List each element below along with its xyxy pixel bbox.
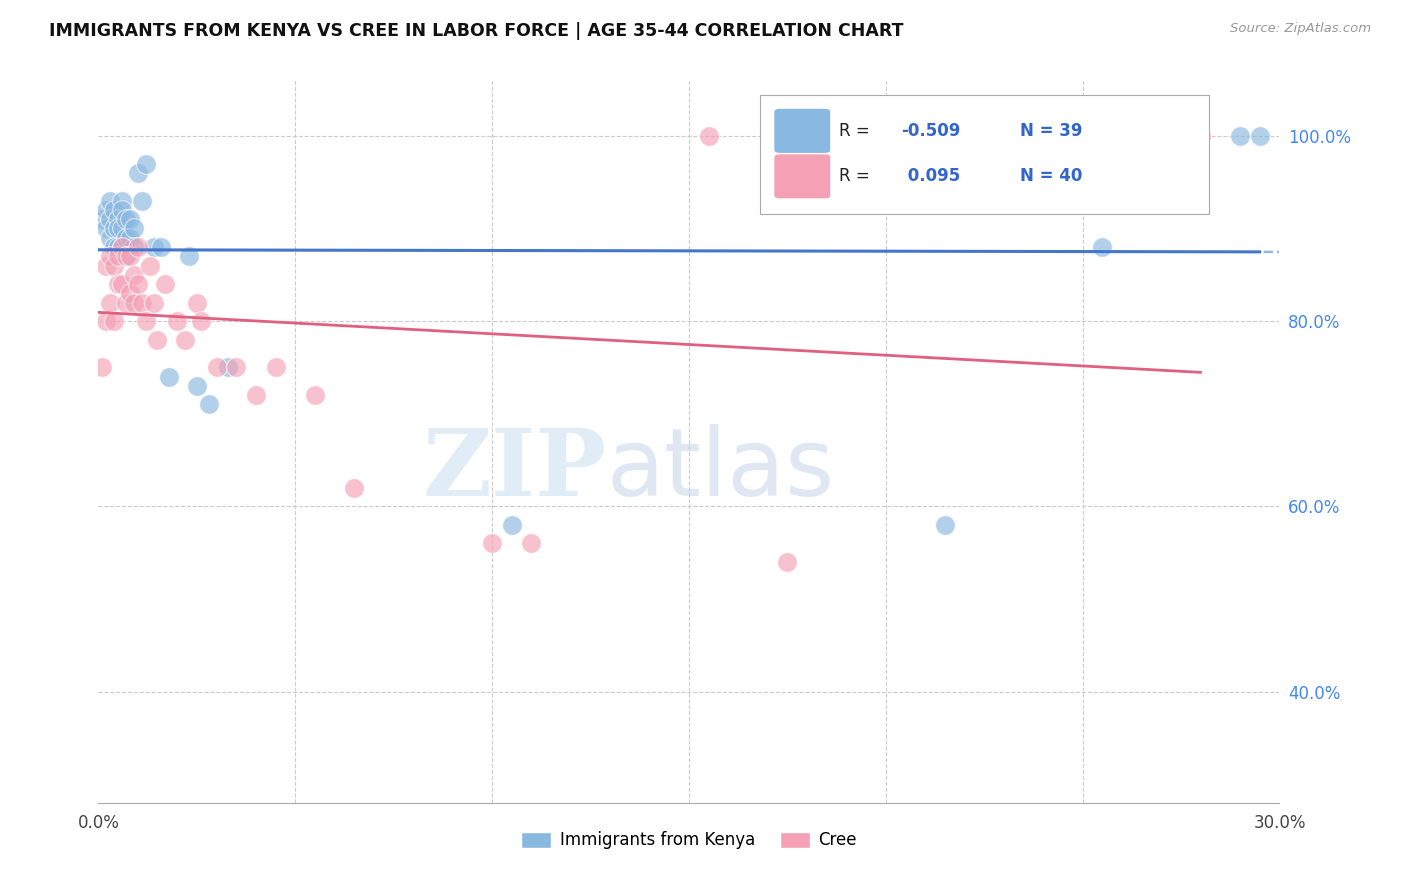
Point (98, 295, 121, 310)
Point (103, 314, 125, 328)
Point (127, 277, 149, 291)
Point (122, 221, 145, 235)
Point (150, 240, 173, 254)
Point (103, 240, 125, 254)
Point (174, 333, 197, 347)
Point (155, 277, 177, 291)
Point (131, 194, 153, 208)
Point (96, 202, 118, 217)
Text: -0.509: -0.509 (901, 122, 960, 140)
Point (304, 388, 326, 402)
Point (481, 536, 503, 550)
Point (91, 360, 114, 375)
Point (501, 517, 523, 532)
Point (118, 212, 141, 227)
Point (697, 128, 720, 143)
Point (98, 212, 121, 227)
Point (91, 212, 114, 227)
Point (142, 295, 165, 310)
Point (245, 388, 267, 402)
Point (122, 295, 145, 310)
Point (107, 249, 129, 263)
Point (107, 277, 129, 291)
Point (111, 277, 134, 291)
Point (96, 259, 118, 273)
Point (1091, 240, 1114, 254)
Point (122, 268, 145, 282)
Point (107, 221, 129, 235)
FancyBboxPatch shape (759, 95, 1209, 214)
Point (225, 360, 247, 375)
Point (190, 314, 212, 328)
Text: atlas: atlas (606, 425, 835, 516)
Point (217, 360, 239, 375)
Point (343, 481, 366, 495)
Point (111, 240, 134, 254)
Point (98, 231, 121, 245)
Point (127, 166, 149, 180)
Text: N = 39: N = 39 (1019, 122, 1083, 140)
Text: ZIP: ZIP (422, 425, 606, 516)
Point (111, 202, 134, 217)
Point (1229, 128, 1251, 143)
Point (111, 240, 134, 254)
Point (520, 536, 543, 550)
Point (111, 194, 134, 208)
Point (115, 212, 138, 227)
Point (157, 369, 180, 384)
Point (146, 333, 169, 347)
Point (103, 259, 125, 273)
Point (107, 212, 129, 227)
Point (122, 240, 145, 254)
Point (98, 249, 121, 263)
Point (186, 295, 208, 310)
Point (103, 221, 125, 235)
Text: 0.095: 0.095 (901, 168, 960, 186)
Point (107, 240, 129, 254)
Point (115, 249, 138, 263)
Point (127, 240, 149, 254)
Point (934, 517, 956, 532)
Point (111, 221, 134, 235)
FancyBboxPatch shape (773, 109, 831, 153)
Legend: Immigrants from Kenya, Cree: Immigrants from Kenya, Cree (515, 824, 863, 856)
Point (142, 240, 165, 254)
Point (1249, 128, 1271, 143)
Point (197, 397, 219, 411)
Text: Source: ZipAtlas.com: Source: ZipAtlas.com (1230, 22, 1371, 36)
Point (776, 555, 799, 569)
Point (135, 314, 157, 328)
Point (115, 295, 138, 310)
Point (103, 202, 125, 217)
Point (115, 231, 138, 245)
Point (118, 231, 141, 245)
Text: R =: R = (839, 168, 875, 186)
Point (1032, 128, 1054, 143)
Point (177, 249, 200, 263)
Text: R =: R = (839, 122, 875, 140)
Point (135, 156, 157, 170)
FancyBboxPatch shape (773, 154, 831, 199)
Point (96, 314, 118, 328)
Text: N = 40: N = 40 (1019, 168, 1083, 186)
Point (138, 259, 160, 273)
Point (186, 379, 208, 393)
Point (166, 314, 188, 328)
Point (131, 295, 153, 310)
Point (264, 360, 287, 375)
Point (205, 360, 228, 375)
Text: IMMIGRANTS FROM KENYA VS CREE IN LABOR FORCE | AGE 35-44 CORRELATION CHART: IMMIGRANTS FROM KENYA VS CREE IN LABOR F… (49, 22, 904, 40)
Point (115, 249, 138, 263)
Point (98, 194, 121, 208)
Point (118, 249, 141, 263)
Point (1189, 128, 1212, 143)
Point (118, 286, 141, 301)
Point (96, 221, 118, 235)
